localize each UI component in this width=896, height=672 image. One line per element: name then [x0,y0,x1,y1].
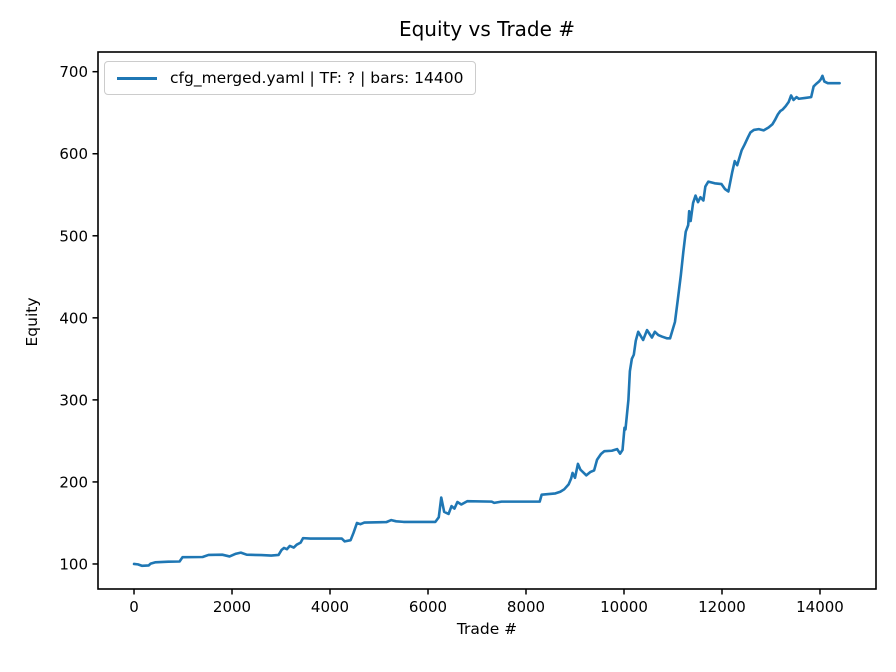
x-tick-label: 0 [129,598,139,616]
equity-line [132,74,841,568]
y-tick-label: 500 [59,227,88,245]
x-tick-label: 2000 [213,598,251,616]
y-tick-label: 600 [59,145,88,163]
y-tick-label: 100 [59,555,88,573]
x-tick-label: 4000 [311,598,349,616]
x-tick-label: 12000 [698,598,746,616]
x-tick-label: 14000 [796,598,844,616]
plot-spines [97,51,877,590]
legend-line-swatch [117,76,157,80]
legend: cfg_merged.yaml | TF: ? | bars: 14400 [104,61,477,95]
chart-title: Equity vs Trade # [398,17,576,41]
x-tick-label: 8000 [507,598,545,616]
x-tick-label: 10000 [600,598,648,616]
plot-area: 0 2000 4000 6000 8000 10000 12000 14000 100 200 30… [59,51,877,616]
x-tick-label: 6000 [409,598,447,616]
y-tick-label: 400 [59,309,88,327]
y-tick-label: 700 [59,63,88,81]
y-tick-label: 300 [59,391,88,409]
legend-label: cfg_merged.yaml | TF: ? | bars: 14400 [170,69,464,87]
x-axis-label: Trade # [456,620,518,638]
y-axis-label: Equity [23,297,41,347]
y-tick-label: 200 [59,473,88,491]
